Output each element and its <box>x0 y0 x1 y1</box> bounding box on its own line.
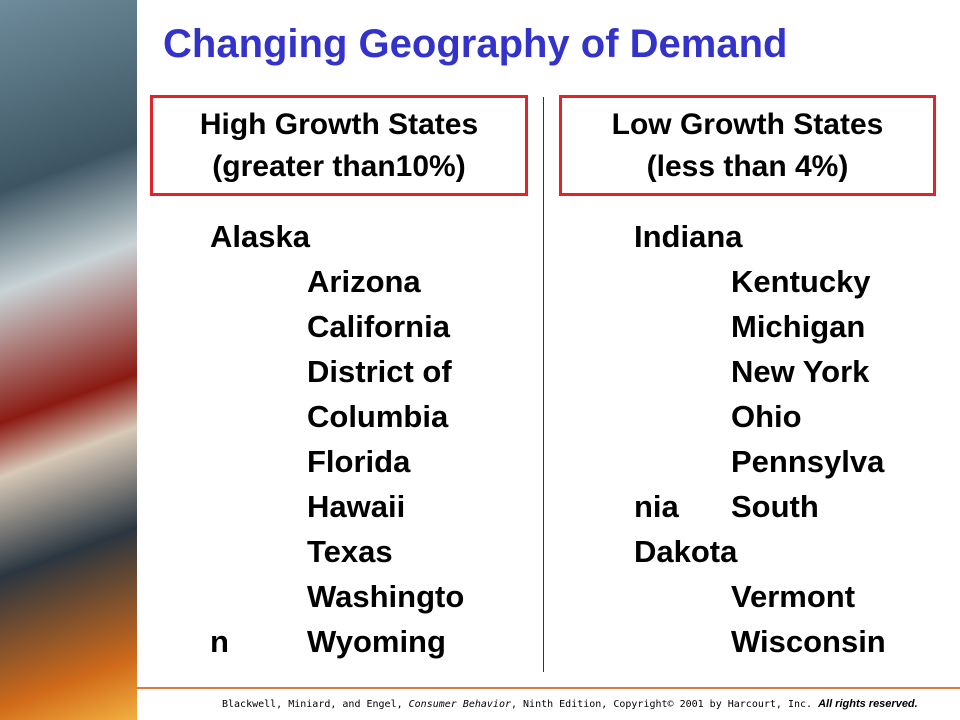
state-text: District of <box>307 354 452 389</box>
state-text: Wyoming <box>307 624 446 659</box>
header-line: (less than 4%) <box>646 150 849 183</box>
state-text: Dakota <box>634 534 738 569</box>
divider <box>543 97 544 672</box>
footer-book: Consumer Behavior <box>408 699 511 710</box>
state-text: Columbia <box>307 399 449 434</box>
footer-text: Blackwell, Miniard, and Engel, <box>222 699 409 710</box>
state-text: Indiana <box>634 219 743 254</box>
footer-rights: All rights reserved. <box>818 698 918 710</box>
state-text: Pennsylva <box>731 444 885 479</box>
header-line: Low Growth States <box>611 108 884 141</box>
state-text: Kentucky <box>731 264 871 299</box>
state-text: Ohio <box>731 399 802 434</box>
footer-rule <box>137 687 960 689</box>
state-text: California <box>307 309 450 344</box>
footer-text: , Ninth Edition, Copyright© 2001 by Harc… <box>511 699 813 710</box>
header-box: Low Growth States (less than 4%) <box>559 95 936 196</box>
state-text: Hawaii <box>307 489 406 524</box>
state-text: Vermont <box>731 579 856 614</box>
state-text: Texas <box>307 534 393 569</box>
slide-title: Changing Geography of Demand <box>163 22 788 66</box>
state-text: nia <box>634 489 679 524</box>
state-text: South <box>731 489 819 524</box>
state-text: Florida <box>307 444 411 479</box>
state-text: Alaska <box>210 219 310 254</box>
state-text: Arizona <box>307 264 421 299</box>
decorative-image <box>0 0 137 720</box>
state-text: Wisconsin <box>731 624 886 659</box>
state-text: Washingto <box>307 579 465 614</box>
header-line: (greater than10%) <box>212 150 466 183</box>
state-text: New York <box>731 354 870 389</box>
header-line: High Growth States <box>199 108 479 141</box>
header-box: High Growth States (greater than10%) <box>150 95 528 196</box>
state-text: n <box>210 624 229 659</box>
footer: Blackwell, Miniard, and Engel, Consumer … <box>222 698 918 710</box>
state-text: Michigan <box>731 309 866 344</box>
